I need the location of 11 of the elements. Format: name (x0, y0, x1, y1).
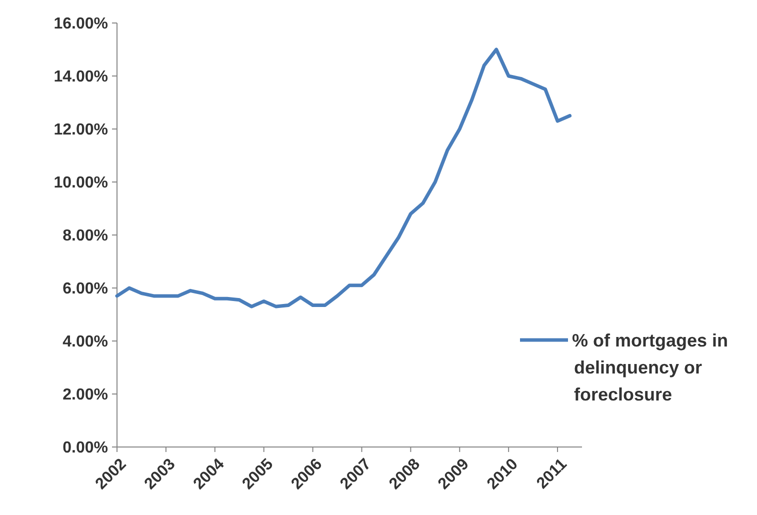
y-tick-label: 12.00% (54, 122, 108, 139)
y-tick-label: 8.00% (62, 228, 108, 245)
y-tick-label: 16.00% (54, 16, 108, 33)
y-tick-label: 2.00% (62, 386, 108, 404)
legend-label: % of mortgages in delinquency or foreclosure (572, 330, 728, 404)
y-tick-label: 0.00% (62, 440, 108, 457)
line-series (115, 48, 572, 308)
y-tick-label: 4.00% (62, 334, 108, 351)
y-tick-label: 6.00% (62, 280, 108, 298)
y-tick-label: 10.00% (54, 174, 108, 192)
y-tick-label: 14.00% (54, 68, 108, 86)
